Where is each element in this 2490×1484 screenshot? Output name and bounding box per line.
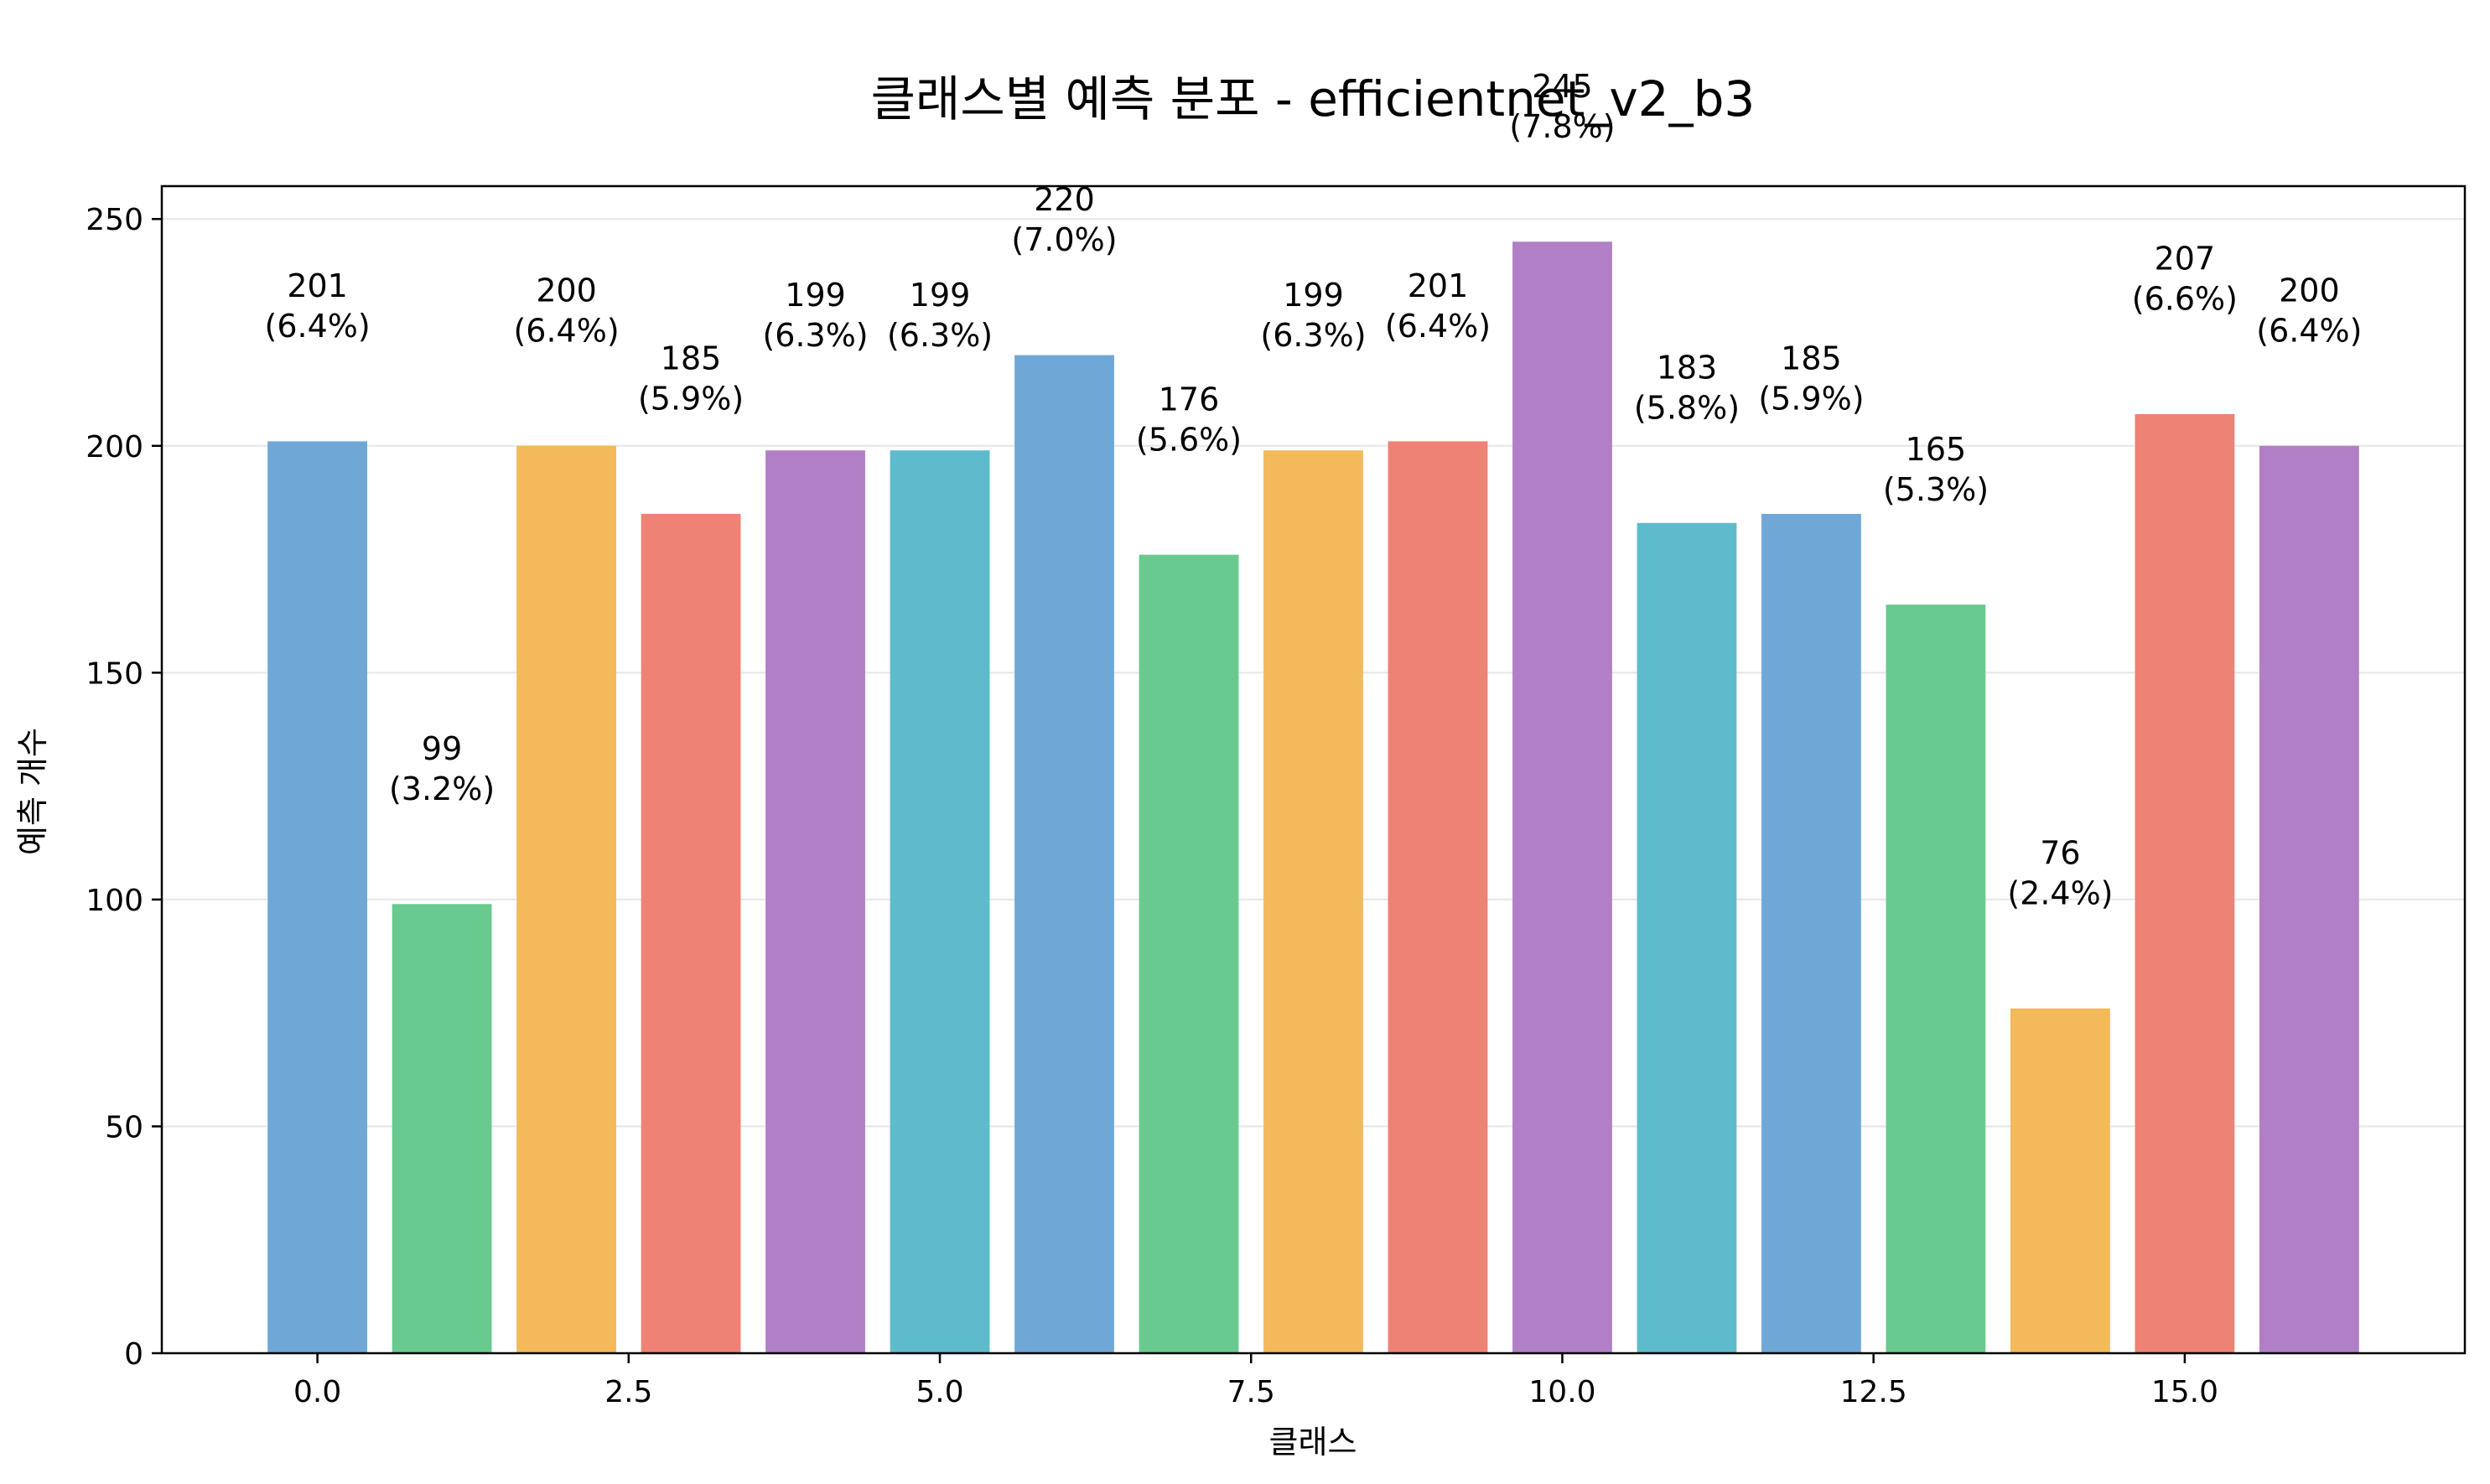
bar-value-label: 199 bbox=[1283, 277, 1344, 314]
bar bbox=[641, 513, 741, 1353]
bar-percent-label: (6.3%) bbox=[1260, 317, 1366, 354]
bar-value-label: 165 bbox=[1906, 431, 1967, 468]
bar-value-label: 200 bbox=[2279, 272, 2340, 309]
bar-value-label: 176 bbox=[1159, 381, 1220, 418]
bar-percent-label: (2.4%) bbox=[2007, 874, 2113, 911]
axis-layer: 0 50 100 150 200 250 0.0 2.5 5.0 7.5 10.0 12.5 15.0 bbox=[86, 184, 2467, 1409]
bar bbox=[2010, 1008, 2110, 1353]
x-tick-label: 5.0 bbox=[916, 1375, 963, 1409]
x-tick-label: 12.5 bbox=[1840, 1375, 1907, 1409]
bar bbox=[1139, 554, 1239, 1353]
bar bbox=[1512, 241, 1612, 1354]
bar bbox=[516, 445, 616, 1354]
bar-value-label: 185 bbox=[661, 340, 722, 377]
bar-percent-label: (7.8%) bbox=[1509, 108, 1615, 145]
y-tick-label: 250 bbox=[86, 203, 143, 237]
y-tick-label: 100 bbox=[86, 884, 143, 918]
x-tick-label: 2.5 bbox=[604, 1375, 652, 1409]
y-axis-label: 예측 개수 bbox=[14, 728, 51, 855]
bar-percent-label: (5.9%) bbox=[1758, 381, 1864, 418]
bar-value-label: 245 bbox=[1532, 68, 1593, 105]
bar-percent-label: (5.3%) bbox=[1883, 471, 1989, 508]
chart-title: 클래스별 예측 분포 - efficientnet_v2_b3 bbox=[871, 70, 1756, 127]
bar bbox=[1761, 513, 1861, 1353]
bar-value-label: 185 bbox=[1781, 340, 1842, 377]
x-tick-label: 0.0 bbox=[293, 1375, 341, 1409]
plot-frame bbox=[160, 184, 2467, 1355]
bar bbox=[2259, 445, 2359, 1354]
bar bbox=[765, 450, 865, 1353]
y-tick-label: 200 bbox=[86, 430, 143, 464]
bar-percent-label: (6.3%) bbox=[887, 317, 993, 354]
bar bbox=[1886, 604, 1986, 1353]
bar-value-label: 76 bbox=[2040, 834, 2080, 871]
bar-percent-label: (5.8%) bbox=[1634, 389, 1740, 426]
x-axis-label: 클래스 bbox=[1269, 1424, 1357, 1461]
x-tick-label: 10.0 bbox=[1528, 1375, 1595, 1409]
bar bbox=[890, 450, 990, 1353]
bar-layer bbox=[267, 241, 2359, 1354]
bar bbox=[1263, 450, 1363, 1353]
x-tick-label: 7.5 bbox=[1227, 1375, 1275, 1409]
bar-value-label: 99 bbox=[422, 730, 462, 767]
bar-percent-label: (6.4%) bbox=[265, 308, 371, 345]
bar-value-label: 199 bbox=[910, 277, 971, 314]
x-tick-label: 15.0 bbox=[2151, 1375, 2218, 1409]
bar-percent-label: (7.0%) bbox=[1011, 221, 1117, 258]
y-tick-label: 150 bbox=[86, 656, 143, 691]
bar-percent-label: (6.3%) bbox=[762, 317, 868, 354]
bar-value-label: 207 bbox=[2155, 241, 2216, 278]
bar-percent-label: (5.9%) bbox=[638, 381, 744, 418]
bar-value-label: 199 bbox=[785, 277, 846, 314]
bar-percent-label: (6.4%) bbox=[1385, 308, 1491, 345]
bar-percent-label: (5.6%) bbox=[1136, 421, 1242, 458]
bar bbox=[1014, 355, 1114, 1353]
bar-value-label: 220 bbox=[1034, 181, 1095, 218]
bar-value-label: 201 bbox=[287, 267, 348, 304]
bar-percent-label: (6.4%) bbox=[2256, 312, 2362, 349]
bar-value-label: 183 bbox=[1657, 349, 1718, 386]
bar bbox=[267, 441, 368, 1353]
bar bbox=[2135, 413, 2235, 1353]
label-layer: 201(6.4%)99(3.2%)200(6.4%)185(5.9%)199(6… bbox=[265, 68, 2363, 911]
bar-percent-label: (3.2%) bbox=[389, 771, 495, 807]
bar-percent-label: (6.4%) bbox=[513, 312, 619, 349]
y-tick-label: 50 bbox=[105, 1110, 143, 1144]
bar bbox=[392, 904, 492, 1353]
bar bbox=[1388, 441, 1488, 1353]
y-tick-label: 0 bbox=[124, 1337, 143, 1372]
bar-value-label: 201 bbox=[1408, 267, 1469, 304]
bar-value-label: 200 bbox=[536, 272, 597, 309]
bar bbox=[1637, 522, 1737, 1353]
bar-percent-label: (6.6%) bbox=[2132, 281, 2238, 318]
